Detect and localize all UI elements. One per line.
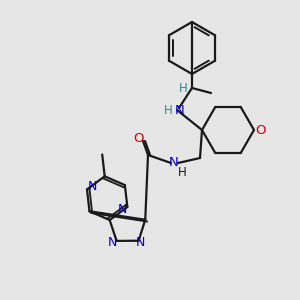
Text: H: H	[164, 104, 172, 118]
Text: H: H	[178, 82, 188, 95]
Text: O: O	[133, 133, 143, 146]
Text: N: N	[175, 103, 185, 116]
Text: N: N	[108, 236, 117, 249]
Text: N: N	[118, 203, 127, 217]
Text: H: H	[178, 167, 186, 179]
Text: O: O	[255, 124, 265, 136]
Text: N: N	[169, 157, 179, 169]
Text: N: N	[87, 180, 97, 193]
Text: N: N	[136, 236, 145, 249]
